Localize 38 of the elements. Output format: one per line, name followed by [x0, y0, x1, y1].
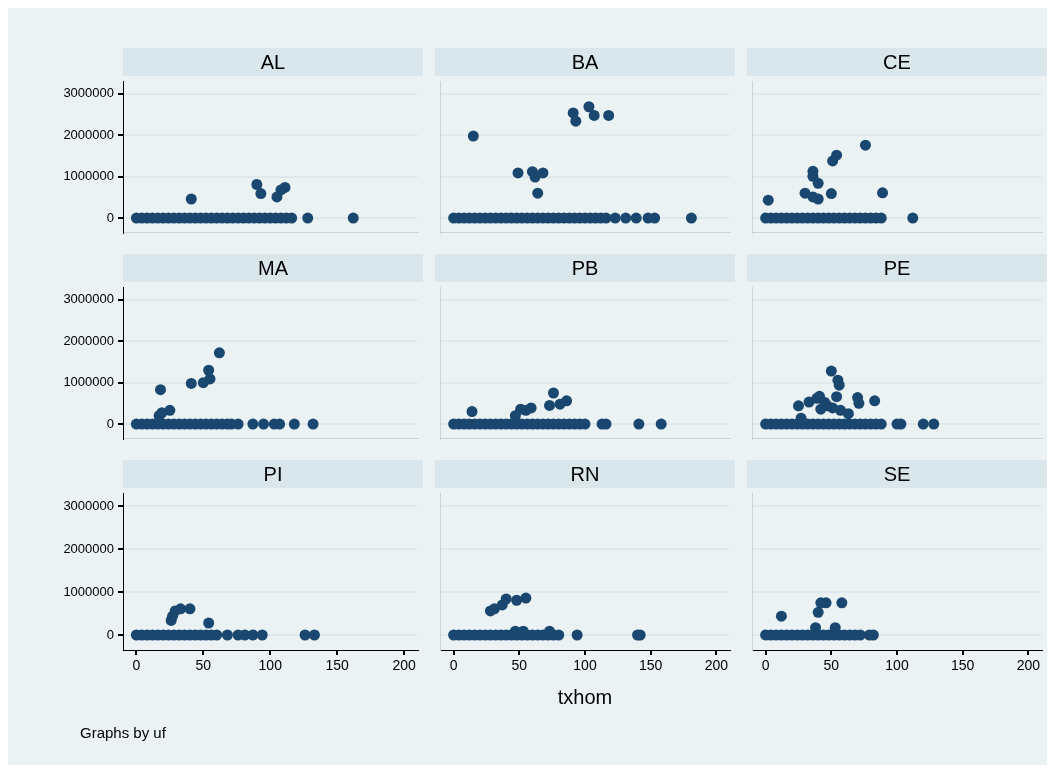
y-tick-label: 3000000 — [63, 291, 114, 307]
x-tick-label: 50 — [511, 657, 528, 674]
chart-title: BA — [435, 48, 735, 76]
text: Graphs by uf — [80, 724, 167, 741]
y-tick-label: 1000000 — [63, 583, 114, 599]
x-tick-label: 0 — [761, 657, 770, 674]
chart-title: PB — [435, 254, 735, 282]
x-tick-label: 200 — [392, 657, 417, 674]
x-tick-label: 100 — [258, 657, 283, 674]
y-tick-label: 2000000 — [63, 540, 114, 556]
x-tick-label: 150 — [639, 657, 663, 674]
x-tick-label: 200 — [704, 657, 729, 674]
chart-title: SE — [747, 460, 1047, 488]
x-tick-label: 150 — [951, 657, 975, 674]
x-tick-label: 100 — [573, 657, 597, 674]
chart-title: RN — [435, 460, 735, 488]
y-tick-label: 1000000 — [63, 168, 114, 184]
chart-title: AL — [123, 48, 423, 76]
y-tick-label: 3000000 — [63, 497, 114, 513]
y-tick-label: 2000000 — [63, 332, 114, 348]
x-tick-label: 100 — [885, 657, 909, 674]
y-tick-label: 1000000 — [63, 374, 114, 390]
x-tick-label: 0 — [449, 657, 458, 674]
y-tick-label: 3000000 — [63, 85, 114, 101]
x-tick-label: 200 — [1016, 657, 1041, 674]
chart-title: CE — [747, 48, 1047, 76]
y-tick-label: 2000000 — [63, 126, 114, 142]
chart-title: MA — [123, 254, 423, 282]
chart-title: PI — [123, 460, 423, 488]
x-axis-title: txhom — [556, 686, 614, 709]
x-tick-label: 50 — [823, 657, 840, 674]
y-tick-label: 0 — [106, 415, 114, 431]
x-tick-label: 50 — [195, 657, 212, 674]
x-tick-label: 0 — [132, 657, 141, 674]
y-tick-label: 0 — [106, 209, 114, 225]
x-tick-label: 150 — [325, 657, 350, 674]
y-tick-label: 0 — [106, 626, 114, 642]
chart-title: PE — [747, 254, 1047, 282]
